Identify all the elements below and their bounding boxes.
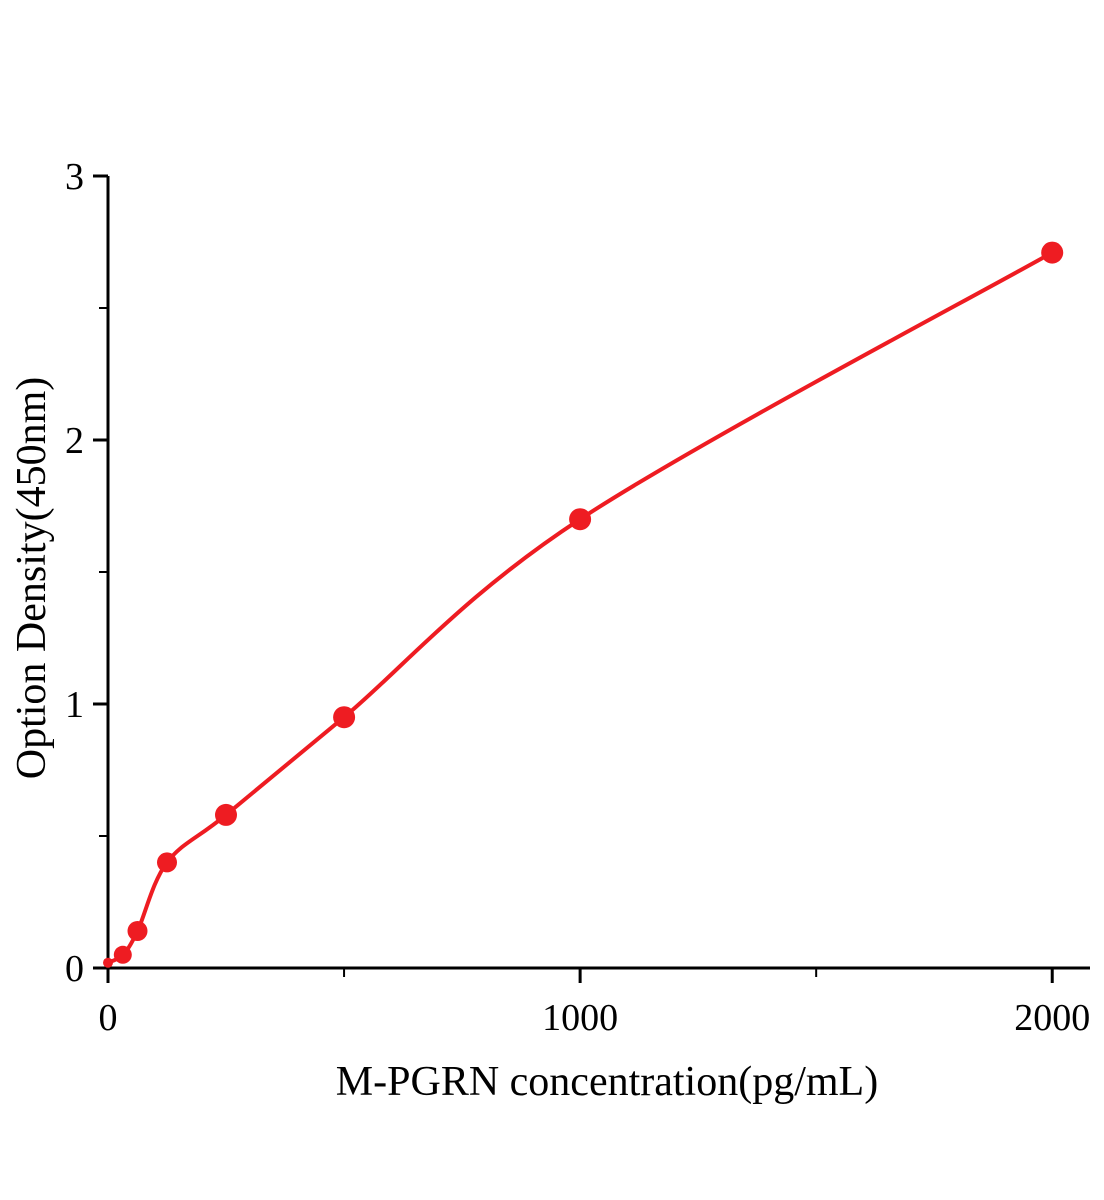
data-point [157, 852, 177, 873]
y-axis-label: Option Density(450nm) [9, 377, 55, 779]
y-tick-label: 0 [65, 948, 84, 990]
tick-labels: 0 1000 2000 0 1 2 3 [65, 156, 1090, 1039]
x-axis-label: M-PGRN concentration(pg/mL) [336, 1059, 878, 1105]
data-point [1041, 241, 1064, 264]
fit-curve [107, 250, 1054, 965]
y-tick-label: 1 [65, 684, 84, 726]
data-point [127, 921, 148, 941]
data-point [215, 803, 237, 826]
y-tick-label: 3 [65, 156, 84, 198]
data-points [103, 241, 1064, 968]
x-tick-label: 1000 [542, 997, 618, 1039]
axis-ticks [93, 174, 1054, 983]
data-point [113, 945, 132, 964]
x-tick-label: 2000 [1014, 997, 1090, 1039]
data-point [569, 508, 592, 531]
data-point [333, 706, 356, 729]
y-tick-label: 2 [65, 420, 84, 462]
x-tick-label: 0 [99, 997, 118, 1039]
data-point [103, 957, 113, 968]
